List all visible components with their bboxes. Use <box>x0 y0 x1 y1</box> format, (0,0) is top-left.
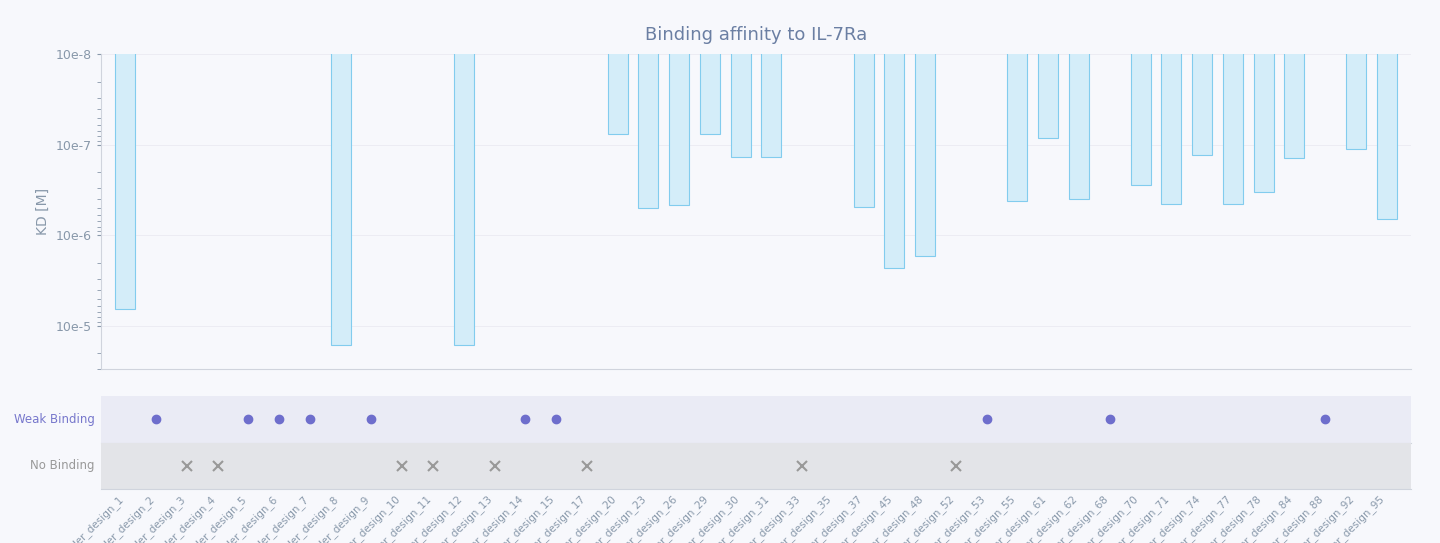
Bar <box>1284 0 1305 158</box>
Bar <box>1254 0 1273 192</box>
Bar <box>115 0 135 309</box>
Bar <box>1130 0 1151 185</box>
Bar <box>1377 0 1397 218</box>
Bar <box>916 0 935 256</box>
Bar <box>762 0 782 157</box>
Bar <box>1008 0 1028 201</box>
Bar <box>1068 0 1089 199</box>
Bar <box>1192 0 1212 155</box>
Bar <box>1038 0 1058 138</box>
Text: Weak Binding: Weak Binding <box>14 413 95 426</box>
Bar <box>884 0 904 268</box>
Bar <box>454 0 474 344</box>
Title: Binding affinity to IL-7Ra: Binding affinity to IL-7Ra <box>645 27 867 45</box>
Bar <box>608 0 628 134</box>
Bar <box>670 0 690 205</box>
Y-axis label: KD [M]: KD [M] <box>36 188 50 235</box>
Text: No Binding: No Binding <box>30 459 95 472</box>
Bar <box>854 0 874 206</box>
Bar <box>1161 0 1181 204</box>
Bar <box>700 0 720 134</box>
Bar <box>730 0 750 157</box>
Bar <box>638 0 658 208</box>
Bar <box>1223 0 1243 204</box>
Bar <box>331 0 351 344</box>
Bar <box>1346 0 1365 149</box>
